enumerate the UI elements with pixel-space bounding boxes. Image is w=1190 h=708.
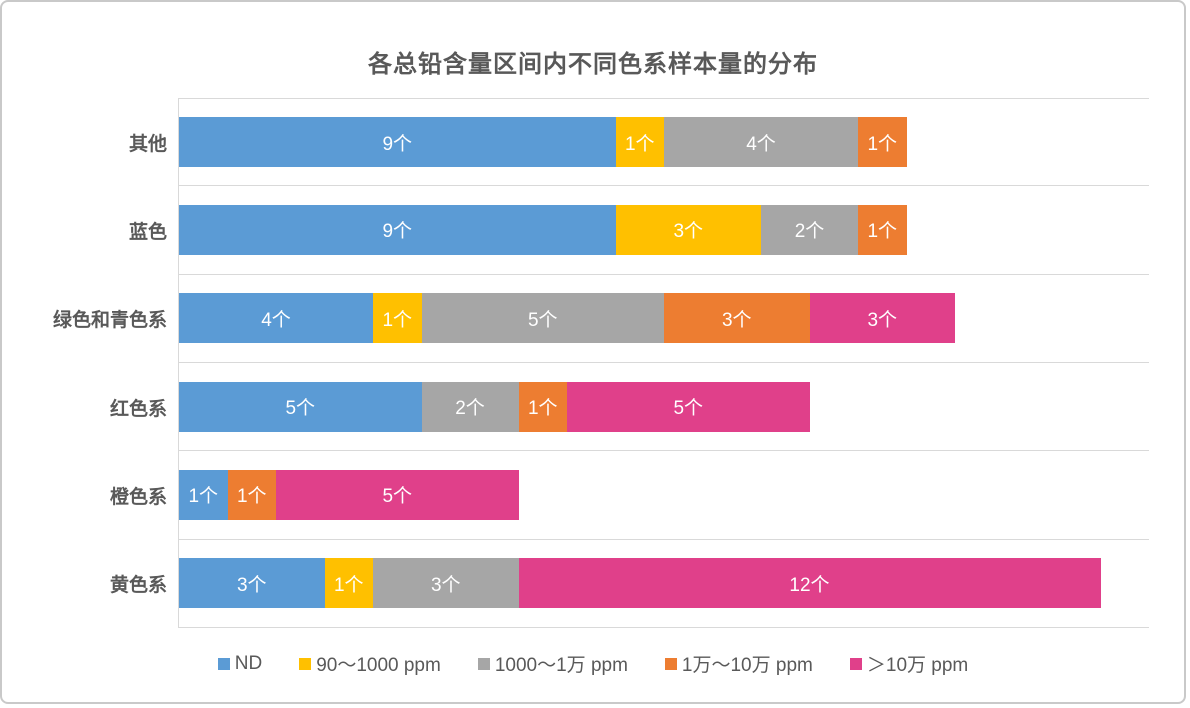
category-label: 绿色和青色系 [52, 310, 167, 332]
data-label: 9个 [382, 133, 413, 155]
bar-segment: 2个 [761, 204, 858, 255]
data-label: 3个 [236, 574, 267, 596]
legend-label: ＞10万 ppm [866, 655, 969, 676]
data-label: 1个 [333, 574, 364, 596]
data-label: 5个 [382, 486, 413, 508]
legend-label: 1000～1万 ppm [494, 655, 628, 676]
category-label: 蓝色 [128, 221, 167, 243]
category-band: 9个 1个 4个 1个 [178, 98, 1149, 187]
bar-segment: 12个 [518, 558, 1101, 609]
data-label: 5个 [527, 309, 558, 331]
legend-item: 90～1000 ppm [299, 650, 441, 677]
category-label: 橙色系 [109, 486, 167, 508]
plot-area: 其他 9个 1个 4个 1个 蓝色 9个 3个 2个 1个 绿色和青色系 4个 1个 5个 3个 3个 红色系 5… [2, 98, 1184, 628]
legend: ND 90～1000 ppm 1000～1万 ppm 1万～10万 ppm ＞10万 p… [2, 650, 1184, 677]
bar-segment: 3个 [179, 558, 325, 609]
bar-segment: 1个 [858, 117, 907, 168]
data-label: 9个 [382, 221, 413, 243]
bar-segment: 1个 [615, 117, 664, 168]
bar-segment: 9个 [179, 117, 616, 168]
stacked-bar: 1个 1个 5个 [179, 469, 1149, 520]
bar-segment: 5个 [276, 469, 519, 520]
category-band: 1个 1个 5个 [178, 451, 1149, 540]
chart-row: 黄色系 3个 1个 3个 12个 [2, 539, 1184, 628]
stacked-bar: 9个 3个 2个 1个 [179, 204, 1149, 255]
bar-segment: 1个 [324, 558, 373, 609]
data-label: 1个 [867, 221, 898, 243]
legend-item: ＞10万 ppm [849, 650, 969, 677]
legend-label: ND [234, 652, 263, 674]
legend-item: 1万～10万 ppm [664, 650, 813, 677]
data-label: 1个 [527, 398, 558, 420]
legend-swatch [299, 657, 312, 670]
data-label: 5个 [285, 398, 316, 420]
bar-segment: 5个 [421, 293, 664, 344]
data-label: 5个 [673, 398, 704, 420]
bar-segment: 4个 [664, 117, 858, 168]
bar-segment: 4个 [179, 293, 373, 344]
data-label: 2个 [455, 398, 485, 420]
data-label: 1个 [867, 133, 898, 155]
chart-row: 绿色和青色系 4个 1个 5个 3个 3个 [2, 274, 1184, 363]
bar-segment: 1个 [373, 293, 422, 344]
legend-swatch [849, 657, 862, 670]
data-label: 1个 [382, 309, 413, 331]
legend-swatch [217, 657, 230, 670]
bar-segment: 3个 [809, 293, 955, 344]
bar-segment: 5个 [567, 381, 810, 432]
chart-row: 红色系 5个 2个 1个 5个 [2, 362, 1184, 452]
chart-row: 其他 9个 1个 4个 1个 [2, 98, 1184, 187]
bar-segment: 3个 [373, 558, 519, 609]
data-label: 4个 [746, 133, 776, 155]
bar-segment: 3个 [664, 293, 810, 344]
data-label: 1个 [624, 133, 655, 155]
data-label: 1个 [236, 486, 267, 508]
bar-segment: 9个 [179, 204, 616, 255]
stacked-bar: 3个 1个 3个 12个 [179, 558, 1149, 609]
data-label: 2个 [794, 221, 825, 243]
data-label: 3个 [867, 309, 898, 331]
category-label: 其他 [128, 133, 167, 155]
chart-title: 各总铅含量区间内不同色系样本量的分布 [368, 51, 818, 78]
legend-item: 1000～1万 ppm [477, 650, 628, 677]
legend-swatch [477, 657, 490, 670]
category-band: 9个 3个 2个 1个 [178, 186, 1149, 275]
legend-item: ND [217, 652, 263, 675]
bar-segment: 3个 [615, 204, 761, 255]
legend-swatch [664, 657, 677, 670]
legend-label: 90～1000 ppm [316, 655, 441, 676]
stacked-bar: 5个 2个 1个 5个 [179, 381, 1149, 432]
chart-row: 橙色系 1个 1个 5个 [2, 451, 1184, 540]
stacked-bar: 9个 1个 4个 1个 [179, 117, 1149, 168]
bar-segment: 1个 [227, 469, 276, 520]
data-label: 3个 [673, 221, 704, 243]
legend-label: 1万～10万 ppm [681, 655, 813, 676]
data-label: 4个 [261, 309, 291, 331]
bar-segment: 1个 [858, 204, 907, 255]
bar-segment: 1个 [179, 469, 228, 520]
category-label: 黄色系 [109, 575, 167, 597]
category-band: 3个 1个 3个 12个 [178, 539, 1149, 628]
stacked-bar: 4个 1个 5个 3个 3个 [179, 293, 1149, 344]
category-band: 5个 2个 1个 5个 [178, 362, 1149, 452]
category-label: 红色系 [109, 398, 167, 420]
bar-segment: 2个 [421, 381, 519, 432]
bar-segment: 1个 [518, 381, 567, 432]
data-label: 1个 [188, 486, 219, 508]
data-label: 3个 [430, 574, 461, 596]
data-label: 3个 [721, 309, 752, 331]
chart-row: 蓝色 9个 3个 2个 1个 [2, 186, 1184, 275]
bar-segment: 5个 [179, 381, 422, 432]
category-band: 4个 1个 5个 3个 3个 [178, 274, 1149, 363]
data-label: 12个 [789, 574, 830, 596]
